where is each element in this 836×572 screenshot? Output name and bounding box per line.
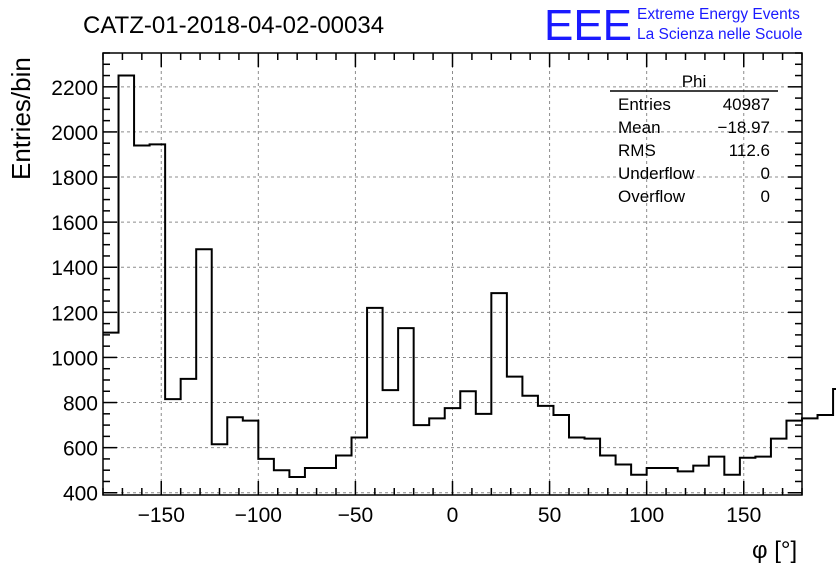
x-axis-label: φ [°] [752, 537, 797, 564]
histogram-bin [569, 437, 585, 495]
x-tick-label: 100 [629, 504, 664, 527]
histogram-outline [103, 74, 836, 478]
histogram-bin [476, 414, 492, 495]
histogram-bin [383, 390, 399, 495]
histogram-bin [538, 406, 554, 495]
histogram-bin [693, 466, 709, 495]
y-axis-label: Entries/bin [6, 57, 36, 180]
tick-labels: −150 −100 −50 0 50 100 150 400 600 800 1000 1200 140… [51, 77, 761, 527]
grid [103, 53, 802, 495]
y-tick-label: 2000 [51, 122, 98, 145]
y-tick-label: 2200 [51, 77, 98, 100]
histogram-bin [305, 468, 321, 495]
x-tick-label: 50 [538, 504, 561, 527]
stats-row-value: 112.6 [729, 141, 770, 160]
stats-row-label: Mean [618, 118, 661, 137]
stats-row-label: Underflow [618, 164, 695, 183]
x-tick-label: 0 [447, 504, 459, 527]
histogram-bin [724, 475, 740, 495]
stats-row-label: RMS [618, 141, 656, 160]
histogram-bin [150, 144, 166, 495]
histogram-bin [243, 421, 259, 495]
histogram-bin [398, 328, 414, 495]
logo-mark: EEE [544, 1, 632, 50]
histogram-bin [662, 468, 678, 495]
chart-title: CATZ-01-2018-04-02-00034 [83, 12, 384, 39]
y-tick-label: 600 [63, 438, 98, 461]
logo-line-2: La Scienza nelle Scuole [637, 26, 802, 43]
histogram-bin [320, 468, 336, 495]
x-tick-label: 150 [726, 504, 761, 527]
histogram-bin [134, 145, 150, 495]
histogram-bin [818, 415, 834, 495]
y-tick-label: 1800 [51, 167, 98, 190]
histogram-bin [507, 377, 523, 495]
histogram-bin [631, 475, 647, 495]
logo-line-1: Extreme Energy Events [637, 6, 800, 23]
histogram-bin [553, 415, 569, 495]
histogram-bin [181, 379, 197, 495]
histogram-bin [119, 76, 135, 495]
stats-row-value: 0 [761, 187, 770, 206]
stats-row-label: Overflow [618, 187, 686, 206]
x-tick-label: −100 [235, 504, 282, 527]
y-tick-label: 1000 [51, 347, 98, 370]
histogram-bin [491, 293, 507, 495]
histogram-bin [274, 470, 290, 495]
histogram-bin [647, 468, 663, 495]
histogram-bin [771, 439, 787, 495]
histogram-bars [103, 74, 836, 495]
y-tick-label: 1200 [51, 302, 98, 325]
histogram-bin [367, 308, 383, 495]
axes [102, 52, 803, 496]
stats-row-value: 40987 [723, 95, 770, 114]
stats-row-value: 0 [761, 164, 770, 183]
histogram-bin [802, 418, 818, 495]
y-tick-label: 1400 [51, 257, 98, 280]
histogram-bin [460, 391, 476, 495]
histogram-bin [414, 425, 430, 495]
eee-logo: EEE Extreme Energy Events La Scienza nel… [544, 1, 802, 50]
histogram-bin [165, 399, 181, 495]
histogram-bin [616, 465, 632, 495]
histogram-bin [212, 444, 228, 495]
stats-row-value: −18.97 [718, 118, 770, 137]
stats-title: Phi [682, 72, 707, 91]
y-tick-label: 400 [63, 483, 98, 506]
y-tick-label: 1600 [51, 212, 98, 235]
histogram-bin [429, 418, 445, 495]
stats-row-label: Entries [618, 95, 671, 114]
stats-box: Phi Entries 40987 Mean −18.97 RMS 112.6 Underf… [610, 72, 778, 206]
histogram-bin [786, 421, 802, 495]
x-tick-label: −150 [138, 504, 185, 527]
histogram-bin [196, 249, 212, 495]
histogram-bin [227, 417, 243, 495]
histogram-bin [585, 439, 601, 495]
histogram-bin [352, 437, 368, 495]
histogram-bin [522, 396, 538, 495]
histogram-bin [336, 456, 352, 495]
histogram-bin [258, 459, 274, 495]
x-tick-label: −50 [338, 504, 374, 527]
y-tick-label: 800 [63, 393, 98, 416]
histogram-bin [709, 457, 725, 495]
histogram-bin [740, 458, 756, 495]
